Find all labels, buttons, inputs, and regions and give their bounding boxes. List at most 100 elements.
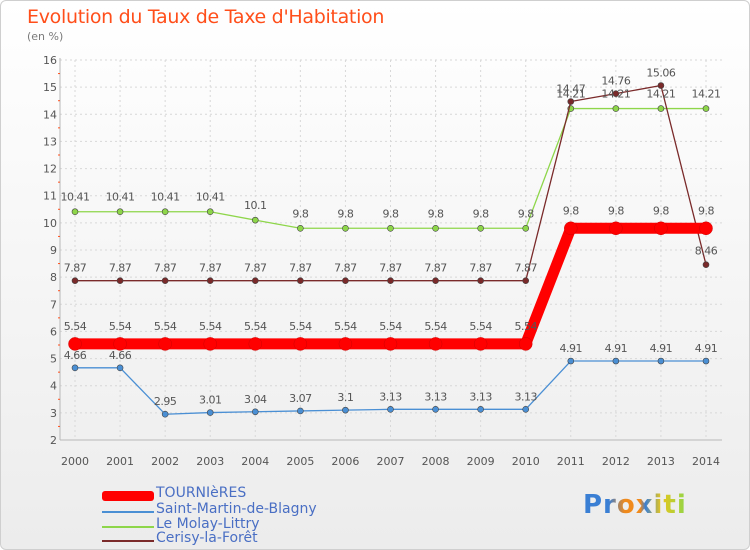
data-point <box>71 277 79 284</box>
data-point <box>473 337 488 351</box>
data-point <box>609 221 623 236</box>
data-label: 9.8 <box>653 204 669 217</box>
data-label: 7.87 <box>199 262 222 275</box>
y-tick-label: 7 <box>50 298 57 311</box>
x-tick-label: 2002 <box>151 455 179 468</box>
y-tick-label: 12 <box>43 163 57 176</box>
data-label: 7.87 <box>514 262 537 275</box>
data-label: 4.91 <box>650 342 673 355</box>
data-point <box>113 337 127 351</box>
data-label: 4.91 <box>695 342 718 355</box>
data-point <box>116 208 124 216</box>
data-label: 5.54 <box>244 320 267 333</box>
legend-swatch <box>102 511 154 513</box>
x-tick-label: 2004 <box>241 455 269 468</box>
data-label: 10.41 <box>106 191 135 204</box>
data-point <box>251 408 259 416</box>
x-tick-label: 2003 <box>196 455 224 468</box>
data-label: 9.8 <box>337 207 353 220</box>
data-point <box>477 224 484 232</box>
data-label: 14.76 <box>601 75 630 88</box>
data-point <box>116 364 124 372</box>
data-point <box>342 277 349 284</box>
y-tick-label: 13 <box>43 135 57 148</box>
data-label: 9.8 <box>563 204 579 217</box>
x-tick-label: 2006 <box>331 455 359 468</box>
data-point <box>522 406 530 413</box>
data-label: 9.8 <box>428 207 444 220</box>
data-label: 4.91 <box>605 342 628 355</box>
data-point <box>612 105 620 112</box>
data-label: 3.01 <box>199 394 222 407</box>
legend-item-tournieres: TOURNIèRES <box>102 485 342 503</box>
chart-title: Evolution du Taux de Taxe d'Habitation <box>27 6 385 28</box>
data-label: 4.66 <box>64 349 87 362</box>
y-tick-label: 11 <box>43 190 57 203</box>
data-point <box>612 357 620 365</box>
data-point <box>612 90 620 97</box>
data-label: 7.87 <box>244 262 267 275</box>
data-point <box>564 221 578 236</box>
data-point <box>161 277 169 284</box>
data-point <box>206 208 214 216</box>
data-point <box>567 98 575 105</box>
data-label: 14.21 <box>601 88 630 101</box>
data-label: 3.04 <box>244 393 267 406</box>
data-label: 8.46 <box>695 245 718 258</box>
data-label: 7.87 <box>469 262 492 275</box>
data-label: 5.54 <box>109 320 132 333</box>
data-point <box>206 409 214 416</box>
data-label: 3.13 <box>379 390 402 403</box>
data-label: 14.21 <box>556 88 585 101</box>
x-tick-label: 2011 <box>557 455 585 468</box>
x-tick-label: 2001 <box>106 455 134 468</box>
data-point <box>161 410 169 418</box>
data-point <box>522 224 530 232</box>
data-point <box>383 337 398 351</box>
y-tick-label: 15 <box>43 81 57 94</box>
data-point <box>297 407 304 415</box>
data-point <box>206 277 214 284</box>
y-tick-label: 4 <box>50 380 57 393</box>
data-label: 10.41 <box>151 191 180 204</box>
x-tick-label: 2000 <box>61 455 89 468</box>
data-point <box>657 105 665 112</box>
data-point <box>338 337 353 351</box>
data-point <box>522 277 530 284</box>
data-label: 9.8 <box>608 204 624 217</box>
data-point <box>68 337 82 351</box>
x-tick-label: 2014 <box>692 455 720 468</box>
data-point <box>158 337 172 351</box>
data-point <box>297 277 304 284</box>
data-label: 7.87 <box>154 262 177 275</box>
data-point <box>71 364 79 372</box>
x-tick-label: 2008 <box>422 455 450 468</box>
data-point <box>251 216 259 224</box>
data-point <box>567 357 575 365</box>
legend-swatch <box>102 526 154 528</box>
data-label: 7.87 <box>289 262 312 275</box>
data-label: 9.8 <box>383 207 399 220</box>
data-point <box>654 221 668 236</box>
data-label: 10.41 <box>196 191 225 204</box>
data-label: 15.06 <box>646 67 675 80</box>
data-point <box>432 406 439 413</box>
data-point <box>477 277 484 284</box>
x-tick-label: 2007 <box>377 455 405 468</box>
data-point <box>203 337 217 351</box>
data-label: 5.54 <box>64 320 87 333</box>
y-tick-label: 5 <box>50 353 57 366</box>
data-point <box>293 337 308 351</box>
data-label: 7.87 <box>109 262 132 275</box>
data-point <box>116 277 124 284</box>
x-tick-label: 2009 <box>467 455 495 468</box>
data-point <box>342 224 349 232</box>
data-label: 3.13 <box>424 390 447 403</box>
data-point <box>702 261 710 268</box>
data-label: 10.41 <box>61 191 90 204</box>
data-label: 5.54 <box>424 320 447 333</box>
x-tick-label: 2005 <box>286 455 314 468</box>
data-label: 7.87 <box>424 262 447 275</box>
legend-swatch <box>102 540 154 542</box>
